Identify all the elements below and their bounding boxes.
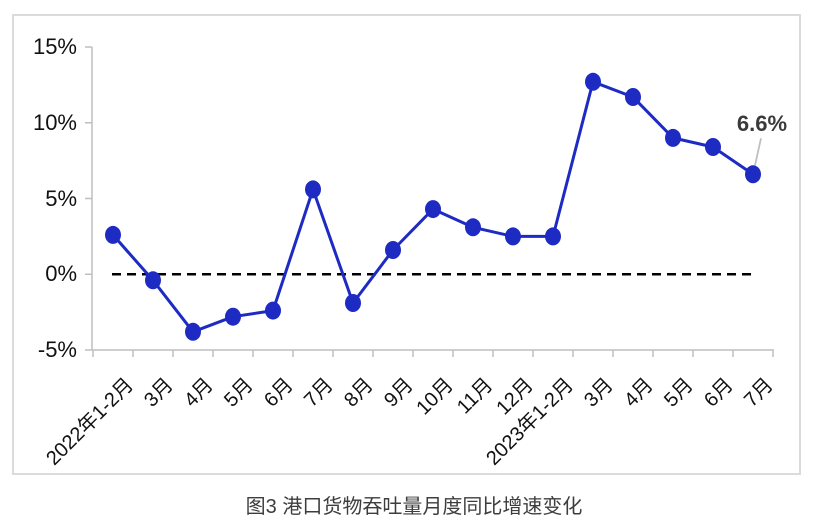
data-point-marker (265, 301, 281, 320)
data-point-marker (665, 128, 681, 147)
data-point-marker (225, 307, 241, 326)
data-point-marker (545, 227, 561, 246)
data-point-marker (105, 225, 121, 244)
data-point-marker (505, 227, 521, 246)
data-point-marker (145, 271, 161, 290)
data-point-marker (305, 180, 321, 199)
figure-caption: 图3 港口货物吞吐量月度同比增速变化 (245, 496, 583, 518)
data-label-annotation: 6.6% (736, 111, 788, 137)
data-point-marker (425, 200, 441, 219)
data-point-marker (185, 322, 201, 341)
annotation-leader-line (754, 138, 762, 166)
data-point-marker (345, 294, 361, 312)
data-point-marker (705, 138, 721, 156)
data-point-marker (465, 218, 481, 237)
data-point-marker (625, 88, 641, 106)
chart-frame (12, 14, 801, 475)
data-point-marker (745, 165, 761, 184)
data-point-marker (385, 241, 401, 259)
data-point-marker (585, 72, 601, 91)
